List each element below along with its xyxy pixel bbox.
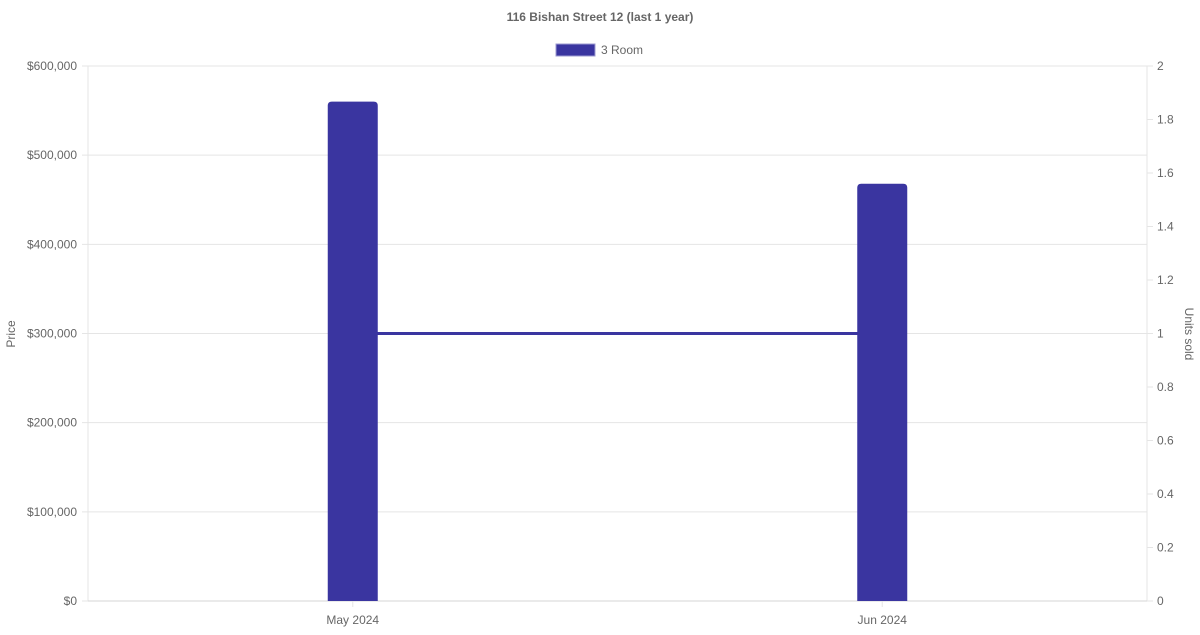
y-left-axis-label: Price — [4, 320, 18, 348]
y-right-tick-label: 0.2 — [1157, 541, 1174, 555]
y-right-tick-label: 1.8 — [1157, 113, 1174, 127]
chart-title: 116 Bishan Street 12 (last 1 year) — [507, 10, 694, 24]
y-right-tick-label: 0.4 — [1157, 487, 1174, 501]
legend-swatch — [555, 43, 596, 57]
y-right-tick-label: 0.8 — [1157, 380, 1174, 394]
y-right-tick-label: 1 — [1157, 327, 1164, 341]
legend-label: 3 Room — [601, 43, 643, 57]
y-right-tick-label: 1.2 — [1157, 273, 1174, 287]
y-right-tick-label: 2 — [1157, 59, 1164, 73]
y-right-tick-label: 0.6 — [1157, 434, 1174, 448]
price-bar[interactable] — [327, 101, 378, 602]
y-right-tick-label: 0 — [1157, 594, 1164, 608]
x-tick-label: May 2024 — [326, 613, 379, 627]
y-left-tick-label: $300,000 — [27, 327, 77, 341]
y-left-tick-label: $100,000 — [27, 505, 77, 519]
y-right-tick-label: 1.4 — [1157, 220, 1174, 234]
y-left-tick-label: $0 — [64, 594, 78, 608]
legend[interactable]: 3 Room — [555, 43, 643, 57]
x-tick-label: Jun 2024 — [858, 613, 908, 627]
y-right-axis-label: Units sold — [1182, 308, 1196, 361]
y-right-tick-label: 1.6 — [1157, 166, 1174, 180]
y-left-tick-label: $200,000 — [27, 416, 77, 430]
y-left-tick-label: $400,000 — [27, 237, 77, 251]
y-left-tick-label: $500,000 — [27, 148, 77, 162]
y-left-tick-label: $600,000 — [27, 59, 77, 73]
price-bar[interactable] — [857, 183, 908, 601]
